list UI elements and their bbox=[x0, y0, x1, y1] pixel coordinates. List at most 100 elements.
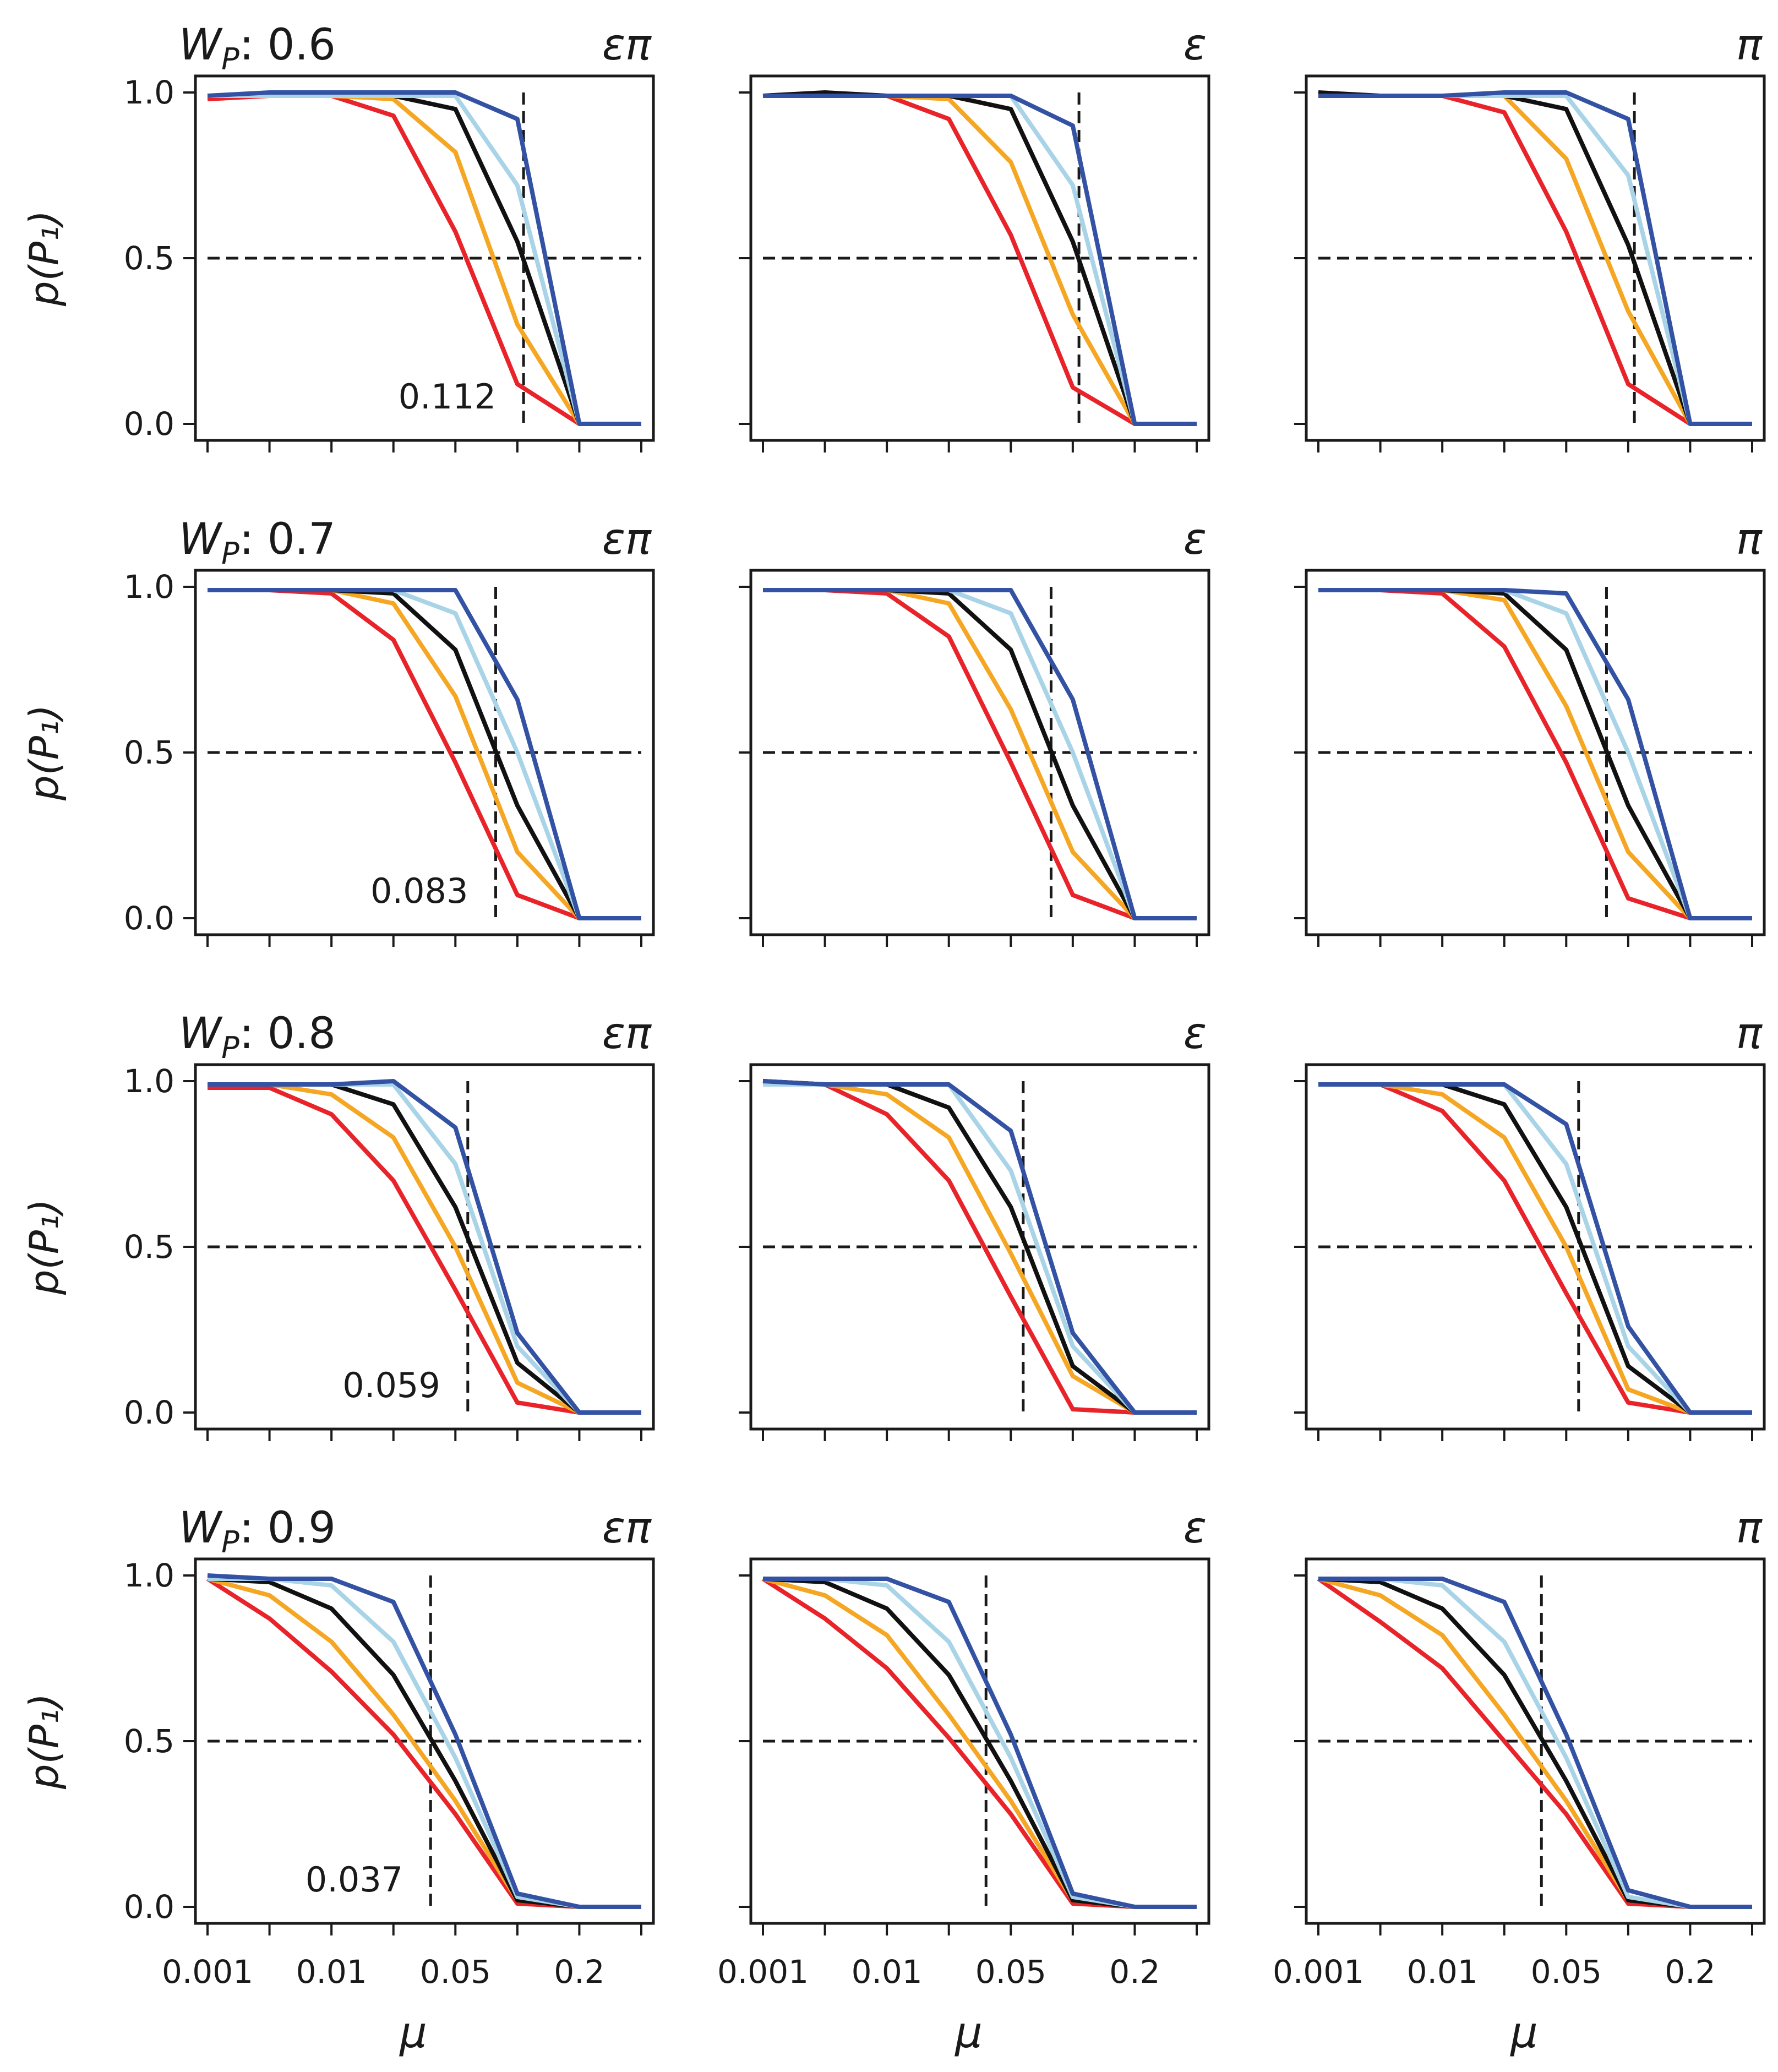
wp-title: WP: 0.6 bbox=[179, 20, 336, 77]
column-label: π bbox=[1736, 20, 1763, 70]
y-tick-label: 0.5 bbox=[124, 239, 174, 277]
column-label: π bbox=[1736, 1009, 1763, 1059]
x-tick-label: 0.001 bbox=[1273, 1953, 1364, 1991]
series-line-blue bbox=[1318, 90, 1752, 426]
subplot-r3-c2: ε bbox=[739, 1009, 1210, 1441]
column-label: ε bbox=[1183, 515, 1207, 564]
series-line-lightblue bbox=[763, 588, 1197, 920]
x-tick-label: 0.2 bbox=[1109, 1953, 1160, 1991]
series-line-red bbox=[208, 1086, 641, 1415]
series-line-red bbox=[1317, 1577, 1752, 1909]
series-line-lightblue bbox=[763, 1082, 1197, 1415]
y-tick-label: 0.0 bbox=[124, 405, 174, 443]
subplot-r3-c3: π bbox=[1294, 1009, 1766, 1441]
series-line-blue bbox=[762, 1079, 1197, 1415]
x-tick-label: 0.001 bbox=[162, 1953, 253, 1991]
series-line-blue bbox=[763, 588, 1197, 920]
wp-prefix: W bbox=[179, 1009, 223, 1059]
x-axis-label: μ bbox=[1509, 2008, 1538, 2058]
wp-value: 0.9 bbox=[268, 1503, 336, 1553]
series-line-orange bbox=[1317, 1577, 1752, 1909]
y-tick-label: 1.0 bbox=[124, 568, 174, 606]
x-tick-label: 0.01 bbox=[296, 1953, 367, 1991]
series-line-red bbox=[762, 1079, 1197, 1415]
series-line-lightblue bbox=[208, 1082, 641, 1415]
series-line-black bbox=[1318, 588, 1752, 920]
y-tick-label: 0.0 bbox=[124, 1888, 174, 1926]
x-tick-label: 0.05 bbox=[975, 1953, 1046, 1991]
series-line-orange bbox=[763, 94, 1197, 426]
series-line-black bbox=[1318, 1082, 1752, 1415]
wp-value: 0.6 bbox=[268, 20, 336, 70]
threshold-value-label: 0.112 bbox=[399, 377, 497, 417]
x-tick-label: 0.01 bbox=[852, 1953, 923, 1991]
threshold-value-label: 0.037 bbox=[306, 1860, 403, 1900]
column-label: επ bbox=[602, 1503, 652, 1553]
series-line-lightblue bbox=[208, 94, 641, 426]
column-label: π bbox=[1736, 515, 1763, 564]
column-label: επ bbox=[602, 20, 652, 70]
series-line-red bbox=[207, 94, 641, 426]
subplot-r4-c2: 0.001 0.01 0.05 0.2 μ ε bbox=[717, 1503, 1210, 2058]
series-line-blue bbox=[1318, 1082, 1752, 1415]
y-axis-label: p(P₁) bbox=[21, 210, 67, 307]
wp-separator: : bbox=[239, 515, 268, 564]
series-line-blue bbox=[1318, 1577, 1752, 1909]
y-tick-label: 0.5 bbox=[124, 734, 174, 771]
series-line-lightblue bbox=[1318, 94, 1752, 426]
series-line-orange bbox=[208, 94, 641, 426]
x-tick-label: 0.001 bbox=[717, 1953, 809, 1991]
series-line-lightblue bbox=[208, 1577, 641, 1909]
subplot-r1-c1: 0.0 0.5 1.0 p(P₁) επ WP: 0.6 0.112 bbox=[21, 20, 655, 452]
column-label: επ bbox=[602, 515, 652, 564]
series-line-black bbox=[208, 94, 641, 426]
wp-prefix: W bbox=[179, 20, 223, 70]
y-axis-label: p(P₁) bbox=[21, 705, 67, 801]
series-line-blue bbox=[763, 1577, 1197, 1909]
y-axis-label: p(P₁) bbox=[21, 1693, 67, 1790]
subplot-r4-c3: 0.001 0.01 0.05 0.2 μ π bbox=[1273, 1503, 1766, 2058]
series-line-black bbox=[208, 1082, 641, 1415]
series-line-lightblue bbox=[1318, 1082, 1752, 1415]
series-line-black bbox=[762, 1577, 1197, 1909]
subplot-r2-c2: ε bbox=[739, 515, 1210, 947]
y-tick-label: 0.5 bbox=[124, 1228, 174, 1266]
wp-separator: : bbox=[239, 20, 268, 70]
wp-subscript: P bbox=[221, 1525, 239, 1560]
series-line-blue bbox=[208, 588, 641, 920]
y-tick-label: 0.0 bbox=[124, 899, 174, 937]
subplot-r4-c1: 0.0 0.5 1.0 p(P₁) 0.001 0.01 0.05 0.2 μ επ WP: 0.9… bbox=[21, 1503, 655, 2058]
column-label: π bbox=[1736, 1503, 1763, 1553]
wp-title: WP: 0.7 bbox=[179, 515, 336, 571]
series-line-orange bbox=[763, 1082, 1197, 1415]
column-label: ε bbox=[1183, 20, 1207, 70]
series-line-blue bbox=[207, 90, 641, 426]
subplot-r2-c3: π bbox=[1294, 515, 1766, 947]
series-line-black bbox=[1318, 1577, 1752, 1909]
wp-subscript: P bbox=[221, 536, 239, 571]
y-axis-label: p(P₁) bbox=[21, 1199, 67, 1295]
series-line-orange bbox=[208, 588, 641, 920]
series-line-orange bbox=[763, 588, 1197, 920]
y-tick-label: 1.0 bbox=[124, 74, 174, 111]
column-label: ε bbox=[1183, 1009, 1207, 1059]
series-line-red bbox=[1318, 1082, 1752, 1415]
series-line-blue bbox=[1318, 588, 1752, 920]
y-tick-label: 0.5 bbox=[124, 1722, 174, 1760]
threshold-value-label: 0.059 bbox=[342, 1365, 440, 1405]
x-axis-label: μ bbox=[399, 2008, 427, 2058]
series-line-lightblue bbox=[208, 588, 641, 920]
series-line-blue bbox=[208, 1079, 641, 1415]
x-tick-label: 0.05 bbox=[1531, 1953, 1602, 1991]
wp-prefix: W bbox=[179, 515, 223, 564]
y-tick-label: 0.0 bbox=[124, 1394, 174, 1431]
series-line-orange bbox=[1318, 588, 1752, 920]
series-line-orange bbox=[208, 1082, 641, 1415]
series-line-black bbox=[208, 588, 641, 920]
subplot-r3-c1: 0.0 0.5 1.0 p(P₁) επ WP: 0.8 0.059 bbox=[21, 1009, 655, 1441]
series-line-lightblue bbox=[1318, 1577, 1752, 1909]
series-line-orange bbox=[1318, 94, 1752, 426]
series-line-black bbox=[207, 1577, 641, 1909]
series-line-black bbox=[763, 588, 1197, 920]
